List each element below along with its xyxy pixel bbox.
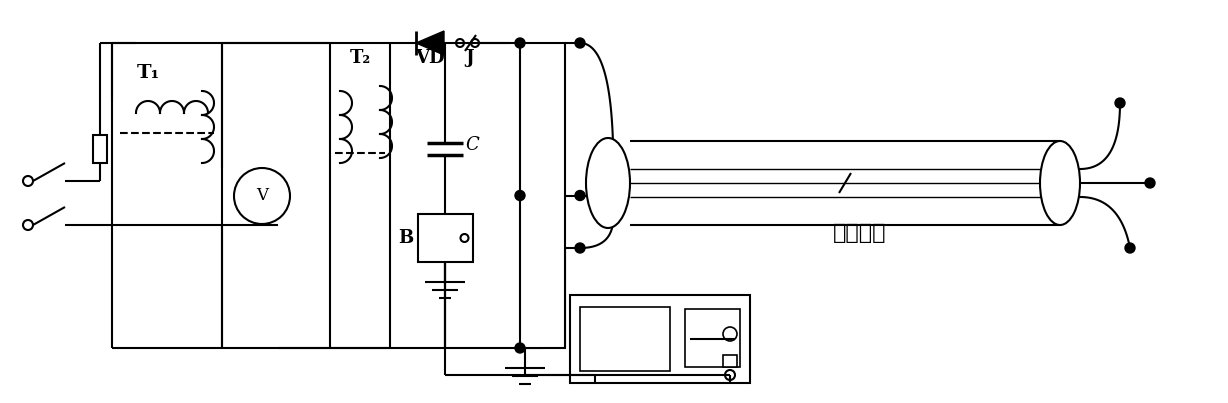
Text: T₂: T₂ [350, 49, 371, 67]
Circle shape [515, 191, 526, 201]
FancyBboxPatch shape [723, 355, 737, 367]
Ellipse shape [586, 138, 630, 228]
FancyBboxPatch shape [685, 309, 740, 367]
Circle shape [515, 343, 526, 353]
Ellipse shape [1040, 141, 1079, 225]
Circle shape [1115, 98, 1125, 108]
Circle shape [1144, 178, 1156, 188]
FancyBboxPatch shape [93, 135, 107, 163]
FancyBboxPatch shape [519, 43, 565, 348]
FancyBboxPatch shape [418, 214, 473, 262]
Text: T₁: T₁ [136, 64, 160, 82]
Circle shape [575, 243, 585, 253]
Text: VD: VD [415, 49, 445, 67]
Polygon shape [416, 31, 445, 55]
Text: V: V [255, 187, 268, 204]
Text: 被测电缆: 被测电缆 [834, 223, 887, 243]
Circle shape [575, 191, 585, 201]
Circle shape [515, 38, 526, 48]
Circle shape [1125, 243, 1135, 253]
FancyBboxPatch shape [570, 295, 750, 383]
Text: B: B [398, 229, 413, 247]
Text: J: J [465, 49, 474, 67]
Text: C: C [465, 136, 479, 154]
Circle shape [575, 38, 585, 48]
FancyBboxPatch shape [580, 307, 670, 371]
